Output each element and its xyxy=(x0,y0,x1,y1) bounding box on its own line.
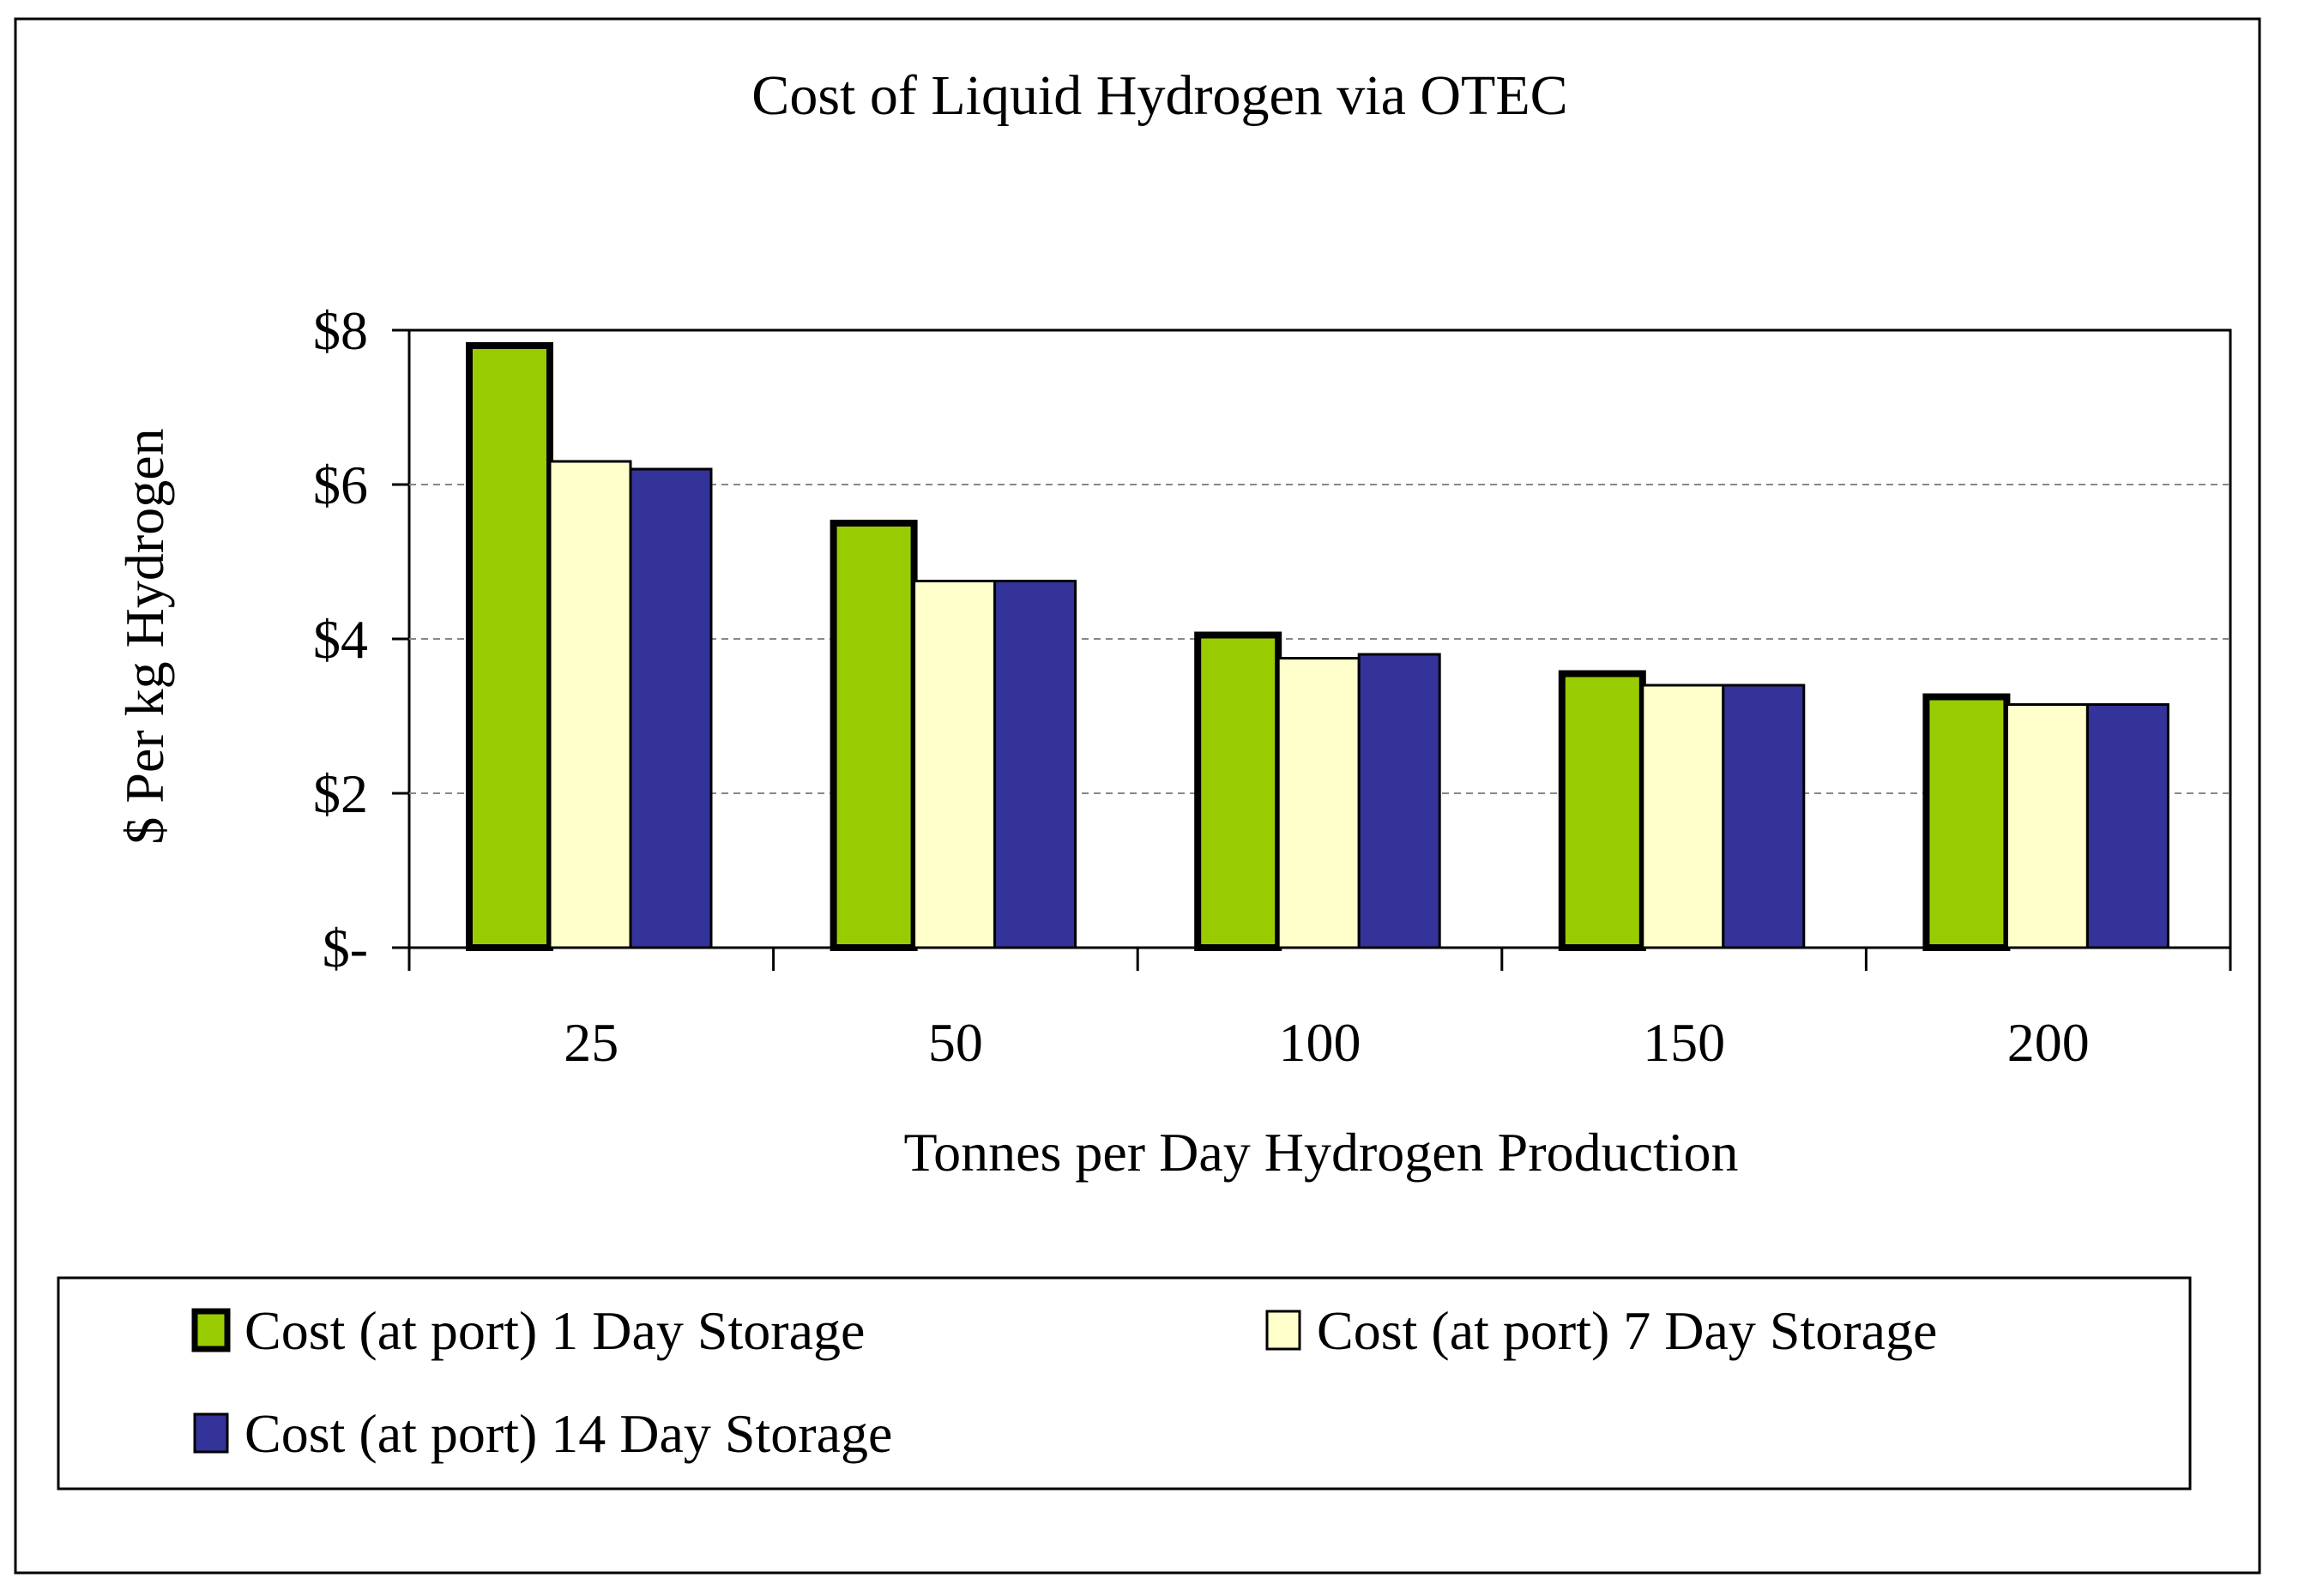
y-tick-label: $8 xyxy=(313,300,368,361)
bar-2-150 xyxy=(1641,684,1725,949)
legend-label-1: Cost (at port) 1 Day Storage xyxy=(244,1300,865,1361)
bar-2-50 xyxy=(913,580,997,949)
bar-2-200 xyxy=(2005,703,2089,949)
x-tick-label: 100 xyxy=(1279,1012,1361,1073)
y-axis-title: $ Per kg Hydrogen xyxy=(114,428,175,844)
bar-3-150 xyxy=(1722,684,1806,949)
legend-swatch-3 xyxy=(193,1412,229,1454)
bar-3-25 xyxy=(629,467,713,949)
legend-label-3: Cost (at port) 14 Day Storage xyxy=(244,1403,892,1464)
x-axis-title: Tonnes per Day Hydrogen Production xyxy=(903,1122,1738,1183)
legend-swatch-1 xyxy=(191,1308,231,1352)
bar-2-25 xyxy=(548,460,632,949)
bar-1-150 xyxy=(1558,670,1646,951)
bar-3-100 xyxy=(1357,653,1441,949)
bar-1-25 xyxy=(466,342,553,951)
y-tick-label: $4 xyxy=(313,609,368,670)
bar-1-100 xyxy=(1194,631,1282,951)
bar-1-200 xyxy=(1922,693,2011,951)
legend-label-2: Cost (at port) 7 Day Storage xyxy=(1317,1300,1937,1361)
legend-box xyxy=(57,1276,2192,1491)
bar-2-100 xyxy=(1276,657,1361,949)
bar-3-200 xyxy=(2085,703,2169,949)
x-tick-label: 50 xyxy=(928,1012,983,1073)
y-tick-label: $2 xyxy=(313,763,368,824)
chart-title: Cost of Liquid Hydrogen via OTEC xyxy=(751,64,1567,127)
bar-3-50 xyxy=(993,580,1077,949)
legend: Cost (at port) 1 Day Storage Cost (at por… xyxy=(57,1276,2192,1491)
bar-1-50 xyxy=(830,520,918,951)
legend-swatch-2 xyxy=(1265,1310,1301,1351)
x-tick-label: 25 xyxy=(564,1012,618,1073)
plot-area: $- $2 $4 $6 $8 25 50 100 150 200 xyxy=(313,300,2232,1073)
y-tick-label: $- xyxy=(323,918,368,979)
y-tick-label: $6 xyxy=(313,455,368,515)
x-tick-label: 150 xyxy=(1643,1012,1725,1073)
x-tick-label: 200 xyxy=(2007,1012,2090,1073)
